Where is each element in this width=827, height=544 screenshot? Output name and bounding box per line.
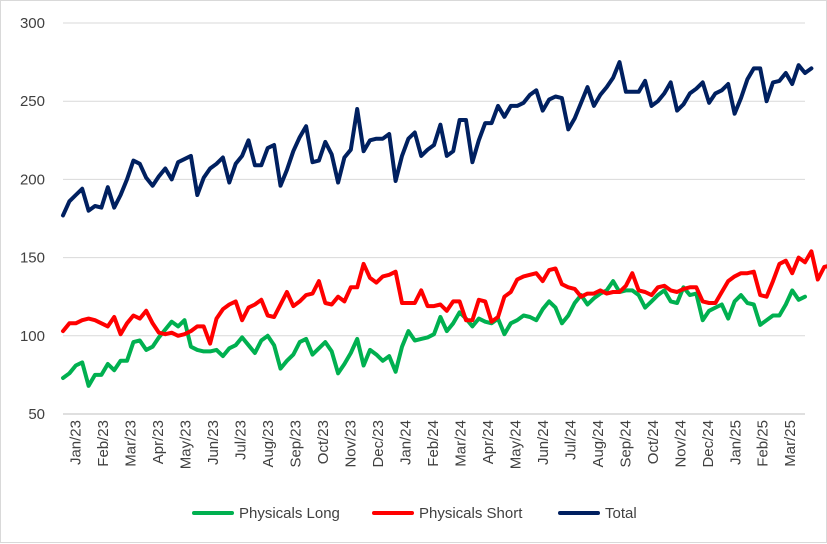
x-tick-label: Mar/25 <box>782 420 799 467</box>
x-tick-label: Dec/23 <box>370 420 387 468</box>
series-line-physicals-short <box>61 249 827 346</box>
x-tick-label: Nov/24 <box>672 420 689 468</box>
x-tick-label: Feb/23 <box>95 420 112 467</box>
x-tick-label: Feb/24 <box>425 420 442 467</box>
x-tick-label: Nov/23 <box>343 420 360 468</box>
y-tick-label: 150 <box>20 250 45 267</box>
y-tick-label: 250 <box>20 93 45 110</box>
legend: Physicals Long Physicals Short Total <box>192 505 637 522</box>
x-tick-label: May/24 <box>507 420 524 469</box>
x-tick-label: Oct/24 <box>645 420 662 464</box>
x-axis: Jan/23 Feb/23 Mar/23 Apr/23 May/23 Jun/23 Jul/… <box>63 413 805 469</box>
x-tick-label: Sep/24 <box>617 420 634 468</box>
y-tick-label: 200 <box>20 171 45 188</box>
x-tick-label: Apr/23 <box>150 420 167 464</box>
x-tick-label: Jun/24 <box>535 420 552 465</box>
x-tick-label: Apr/24 <box>480 420 497 464</box>
y-axis: 50 100 150 200 250 300 <box>20 15 45 423</box>
x-tick-label: Jul/23 <box>233 420 250 460</box>
x-tick-label: Jul/24 <box>562 420 579 460</box>
x-tick-label: Sep/23 <box>288 420 305 468</box>
x-tick-label: May/23 <box>178 420 195 469</box>
legend-label-physicals-long: Physicals Long <box>239 505 340 522</box>
series-lines <box>61 60 827 388</box>
legend-label-total: Total <box>605 505 637 522</box>
y-tick-label: 50 <box>28 406 45 423</box>
x-tick-label: Jan/25 <box>727 420 744 465</box>
x-tick-label: Mar/23 <box>123 420 140 467</box>
x-tick-label: Dec/24 <box>700 420 717 468</box>
x-tick-label: Aug/23 <box>260 420 277 468</box>
legend-label-physicals-short: Physicals Short <box>419 505 523 522</box>
x-tick-label: Jan/23 <box>68 420 85 465</box>
x-tick-label: Mar/24 <box>452 420 469 467</box>
x-tick-label: Feb/25 <box>755 420 772 467</box>
y-tick-label: 300 <box>20 15 45 32</box>
series-line-total <box>61 60 814 218</box>
y-tick-label: 100 <box>20 328 45 345</box>
x-tick-label: Aug/24 <box>590 420 607 468</box>
gridlines <box>63 22 805 337</box>
series-line-physicals-long <box>61 279 807 388</box>
x-tick-label: Jan/24 <box>397 420 414 465</box>
x-tick-label: Oct/23 <box>315 420 332 464</box>
x-tick-label: Jun/23 <box>205 420 222 465</box>
